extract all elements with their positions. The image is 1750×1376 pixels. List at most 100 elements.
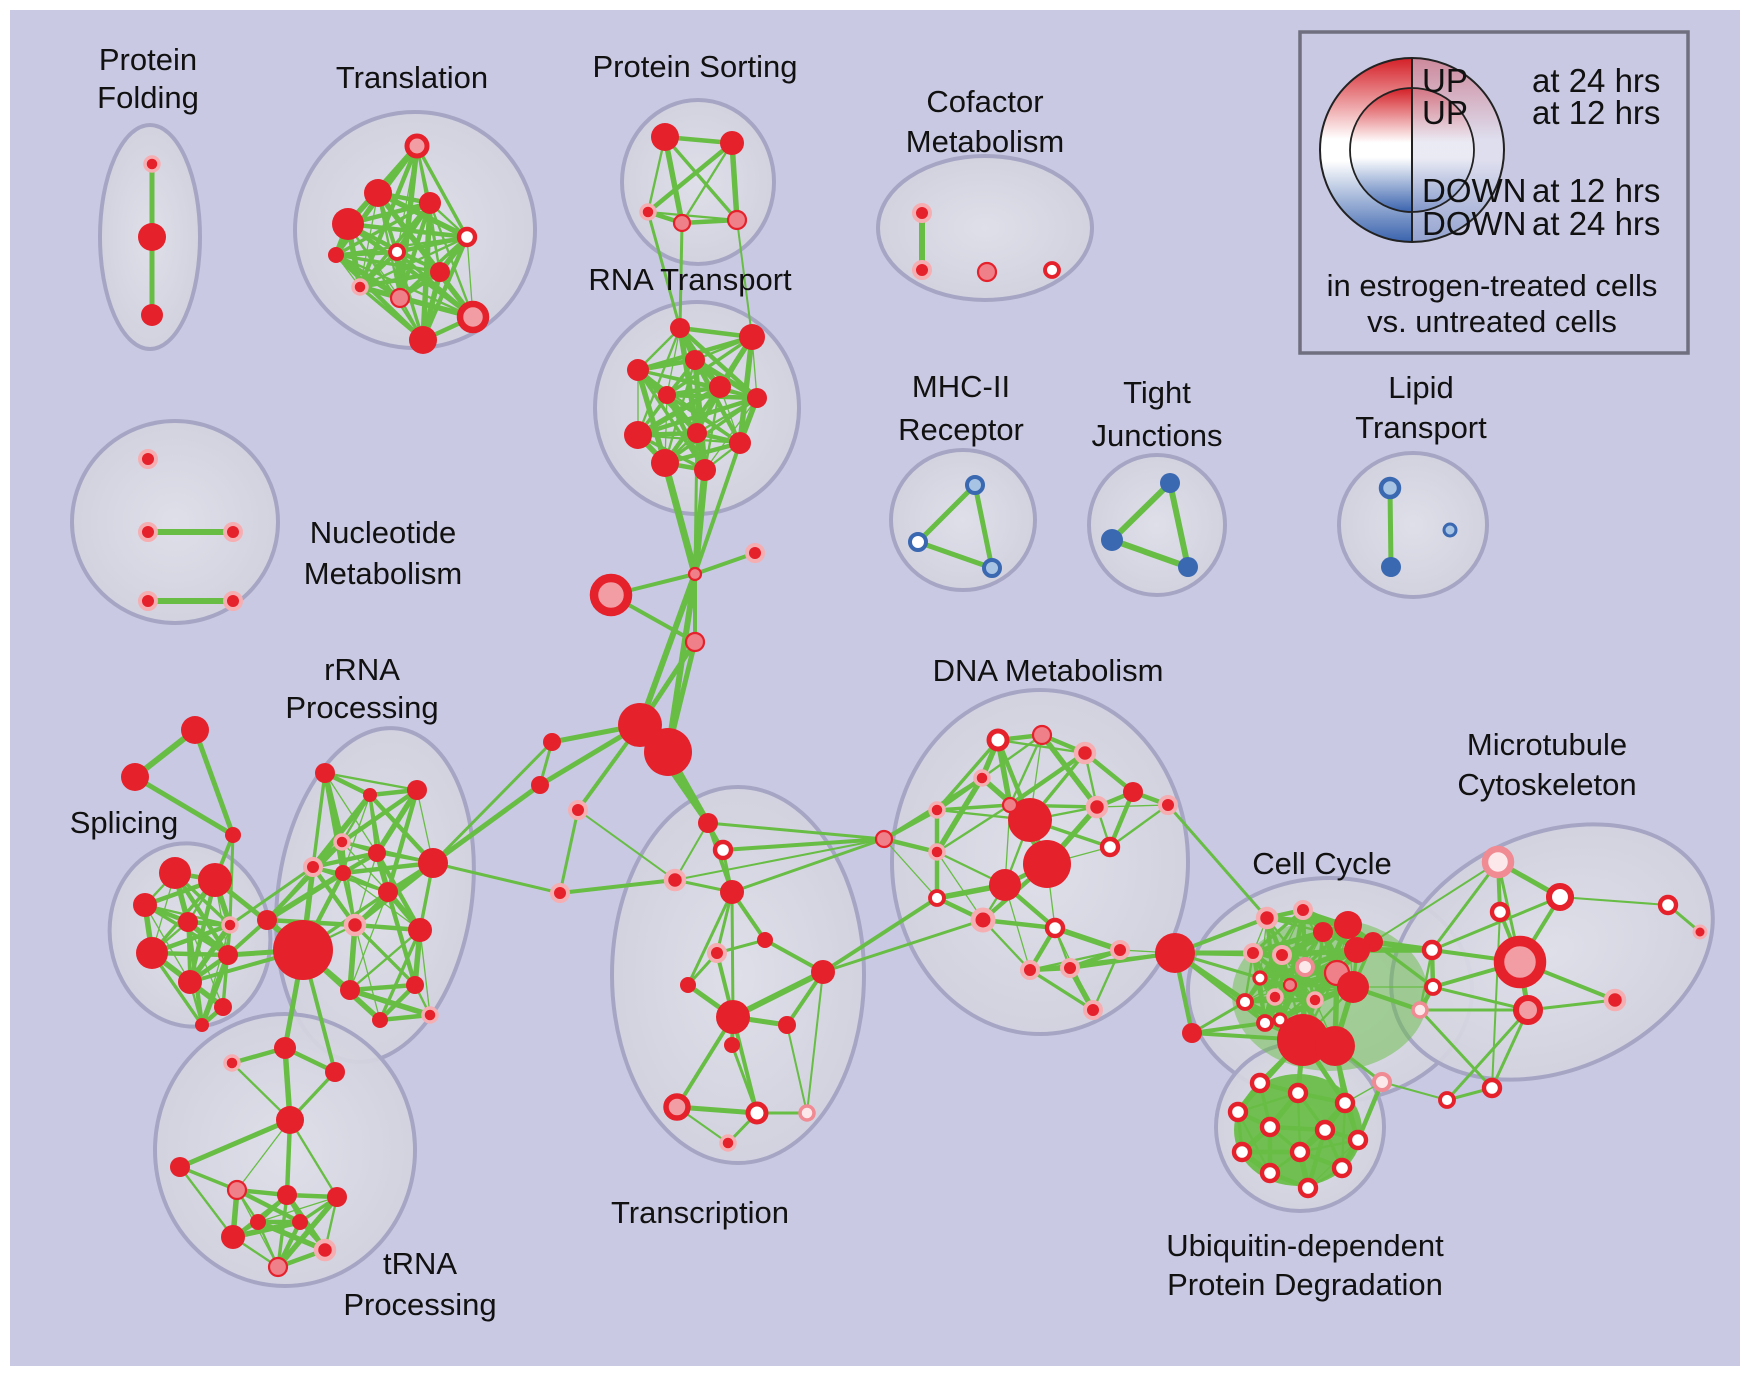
edge-bridge (1191, 1000, 1246, 1035)
edge-tight-junctions (1110, 537, 1190, 570)
gene-node-trna-processing-7 (327, 1187, 347, 1207)
gene-node-ubiquitin-degradation-3 (1227, 1101, 1249, 1123)
legend-time-2: at 12 hrs (1532, 172, 1660, 209)
gene-node-microtubule-cytoskeleton-6 (1657, 894, 1679, 916)
edge-transcription (675, 1015, 735, 1109)
gene-node-microtubule-cytoskeleton-2 (1489, 901, 1511, 923)
gene-node-rrna-processing-16 (421, 1006, 439, 1024)
gene-node-rrna-processing-14 (406, 976, 424, 994)
gene-node-translation-9 (456, 300, 490, 334)
edge-translation (420, 236, 470, 341)
edge-rrna-processing (353, 923, 417, 987)
cluster-label-trna-processing: Processing (343, 1287, 496, 1322)
gene-node-transcription-7 (716, 1000, 750, 1034)
edge-dna-metabolism (1054, 925, 1121, 953)
legend-ring-right (1412, 88, 1474, 212)
gene-node-rrna-processing-1 (363, 788, 377, 802)
cluster-label-nucleotide-metabolism: Nucleotide (310, 515, 456, 550)
gene-node-translation-3 (332, 208, 364, 240)
edge-lipid-transport (1387, 487, 1394, 568)
legend-direction-0: UP (1422, 62, 1468, 99)
edge-rrna-processing (378, 929, 422, 1021)
gene-node-transcription-10 (724, 1037, 740, 1053)
gene-node-trna-processing-5 (226, 1179, 248, 1201)
gene-node-dna-metabolism-3 (973, 769, 991, 787)
gene-node-microtubule-cytoskeleton-5 (1603, 988, 1627, 1012)
edge-bridge (1381, 1081, 1448, 1101)
edge-trna-processing (179, 1165, 238, 1192)
legend-box (1298, 30, 1690, 355)
cluster-label-lipid-transport: Transport (1355, 410, 1487, 445)
edge-bridge (821, 896, 939, 974)
edge-rrna-processing (368, 793, 435, 865)
gene-node-cell-cycle-14 (1256, 1014, 1274, 1032)
legend-time-1: at 12 hrs (1532, 94, 1660, 131)
edge-bridge (731, 837, 885, 894)
gene-node-rrna-processing-5 (368, 844, 386, 862)
gene-node-cell-cycle-18 (1424, 978, 1442, 996)
gene-node-dna-metabolism-7 (1099, 836, 1121, 858)
gene-node-rrna-processing-8 (378, 882, 398, 902)
gene-node-protein-sorting-2 (639, 203, 657, 221)
gene-node-trna-processing-2 (223, 1054, 241, 1072)
gene-node-lipid-transport-0 (1378, 476, 1402, 500)
edge-rna-transport (664, 396, 758, 465)
edge-trna-processing (179, 1166, 234, 1238)
edge-splicing (199, 954, 231, 1026)
edge-translation (335, 249, 398, 258)
edge-rrna-processing (419, 929, 431, 1016)
gene-node-dna-metabolism-11 (970, 907, 996, 933)
gene-node-nucleotide-metabolism-4 (223, 591, 243, 611)
edge-dna-metabolism (1096, 804, 1169, 808)
edge-bridge (1418, 1008, 1494, 1090)
gene-node-translation-0 (404, 133, 430, 159)
gene-node-translation-10 (409, 326, 437, 354)
gene-node-transcription-1 (712, 839, 734, 861)
edge-mhc-ii-receptor (916, 483, 977, 544)
gene-node-trna-processing-0 (276, 1106, 304, 1134)
gene-node-cell-cycle-22 (1282, 977, 1298, 993)
gene-node-central-links-5 (644, 728, 692, 776)
cluster-label-tight-junctions: Tight (1123, 375, 1191, 410)
gene-node-rna-transport-3 (685, 350, 705, 370)
gene-node-protein-folding-0 (143, 155, 161, 173)
gene-node-rna-transport-11 (694, 459, 716, 481)
gene-node-rna-transport-6 (747, 388, 767, 408)
gene-node-cell-cycle-7 (1295, 957, 1315, 977)
edge-transcription (730, 891, 735, 1018)
gene-node-lipid-transport-1 (1381, 557, 1401, 577)
gene-node-rrna-processing-3 (333, 833, 351, 851)
gene-node-rrna-processing-11 (408, 918, 432, 942)
edge-rrna-processing (310, 793, 373, 869)
legend-time-3: at 24 hrs (1532, 205, 1660, 242)
gene-node-central-links-3 (684, 631, 706, 653)
gene-node-rrna-processing-12 (273, 920, 333, 980)
gene-node-rrna-processing-0 (315, 763, 335, 783)
edge-bridge (693, 442, 742, 575)
gene-node-rrna-processing-10 (343, 913, 367, 937)
gene-node-dna-metabolism-15 (1110, 940, 1130, 960)
gene-node-tight-junctions-0 (1160, 473, 1180, 493)
gene-node-dna-metabolism-18 (989, 869, 1021, 901)
gene-node-splicing-4 (221, 916, 239, 934)
edge-trna-processing (288, 1119, 339, 1198)
gene-node-splicing-triangle-0 (181, 716, 209, 744)
gene-node-dna-metabolism-10 (928, 889, 946, 907)
gene-node-ubiquitin-degradation-10 (1259, 1162, 1281, 1184)
gene-node-transcription-0 (698, 813, 718, 833)
gene-node-ubiquitin-degradation-2 (1334, 1092, 1356, 1114)
gene-node-cell-cycle-1 (1293, 900, 1313, 920)
cluster-ellipse-lipid-transport (1337, 451, 1489, 599)
edge-rrna-processing (385, 891, 418, 986)
gene-node-trna-processing-12 (250, 1214, 266, 1230)
edge-bridge (693, 432, 699, 575)
gene-node-translation-4 (456, 226, 478, 248)
gene-node-cell-cycle-5 (1243, 943, 1263, 963)
edge-translation (347, 221, 468, 240)
edge-protein-sorting (646, 141, 734, 214)
edge-rrna-processing (311, 772, 327, 868)
gene-node-rna-transport-4 (709, 376, 731, 398)
edge-rrna-processing (385, 789, 420, 893)
edge-central-links (694, 551, 756, 576)
